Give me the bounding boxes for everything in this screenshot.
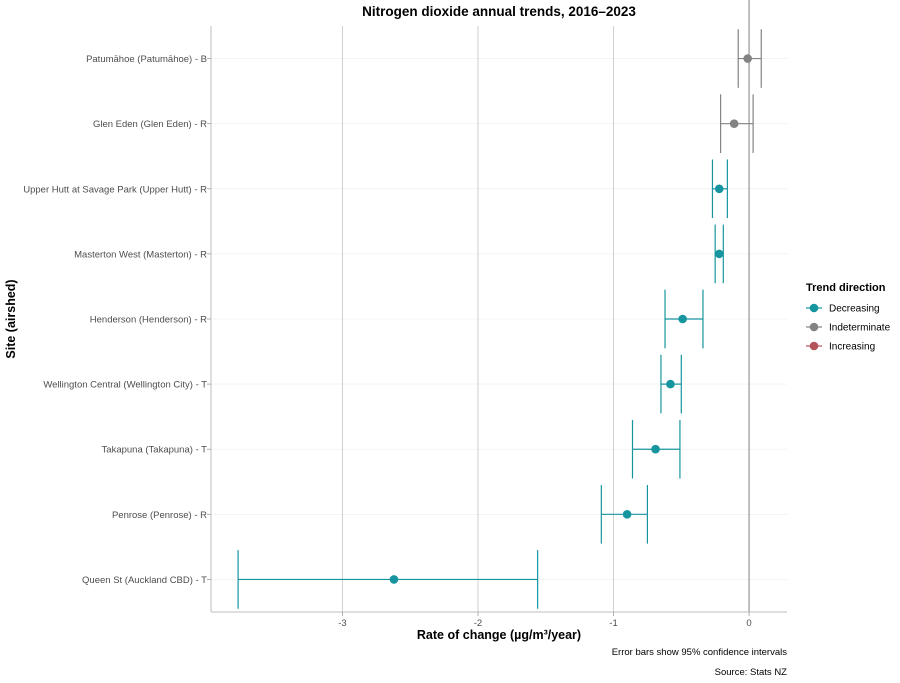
site-mark-henderson-henderson-r (664, 289, 704, 349)
legend-key-point (809, 303, 819, 313)
data-point (714, 184, 724, 194)
y-tick-label: Queen St (Auckland CBD) - T (82, 575, 207, 586)
x-axis-ticks: -3 -2 -1 0 (338, 612, 752, 629)
data-point (389, 575, 399, 584)
x-tick-label: -3 (338, 618, 346, 629)
data-marks (237, 29, 762, 609)
legend: Trend direction Decreasing Indeterminate I… (806, 282, 891, 353)
y-tick-label: Takapuna (Takapuna) - T (102, 445, 208, 456)
site-mark-patum-hoe-patum-hoe-b (737, 29, 762, 88)
caption-source: Source: Stats NZ (715, 667, 788, 678)
y-tick-label: Henderson (Henderson) - R (90, 315, 207, 326)
legend-label: Increasing (829, 342, 875, 353)
legend-key-point (809, 322, 819, 332)
data-point (651, 444, 660, 454)
legend-title: Trend direction (806, 282, 886, 294)
x-tick-label: -2 (474, 618, 482, 629)
x-tick-label: 0 (746, 618, 751, 629)
legend-key-point (809, 341, 819, 351)
site-mark-masterton-west-masterton-r (714, 224, 724, 284)
site-mark-wellington-central-wellington-city-t (660, 354, 682, 414)
legend-item-indeterminate: Indeterminate (806, 323, 891, 334)
legend-items: Decreasing Indeterminate Increasing (806, 304, 891, 353)
data-point (743, 54, 752, 63)
legend-item-decreasing: Decreasing (806, 304, 880, 315)
x-axis-title: Rate of change (µg/m³/year) (417, 628, 581, 642)
legend-label: Indeterminate (829, 323, 891, 334)
data-point (678, 314, 687, 324)
site-mark-upper-hutt-at-savage-park-upper-hutt-r (711, 159, 728, 219)
site-mark-queen-st-auckland-cbd-t (237, 550, 539, 609)
y-axis-ticks: Patumāhoe (Patumāhoe) - B Glen Eden (Glen… (23, 54, 211, 586)
y-tick-label: Upper Hutt at Savage Park (Upper Hutt) -… (23, 184, 207, 195)
y-tick-label: Wellington Central (Wellington City) - T (43, 380, 207, 391)
caption-ci-note: Error bars show 95% confidence intervals (612, 647, 788, 658)
data-point (714, 249, 724, 259)
data-point (729, 119, 739, 128)
site-mark-glen-eden-glen-eden-r (719, 94, 754, 153)
y-tick-label: Glen Eden (Glen Eden) - R (93, 119, 207, 130)
data-point (622, 510, 632, 519)
data-point (666, 379, 675, 389)
y-tick-label: Penrose (Penrose) - R (112, 510, 207, 521)
site-mark-penrose-penrose-r (600, 485, 649, 544)
legend-label: Decreasing (829, 304, 880, 315)
legend-item-increasing: Increasing (806, 342, 875, 353)
plot-panel (210, 0, 787, 613)
y-tick-label: Patumāhoe (Patumāhoe) - B (86, 54, 207, 65)
y-tick-label: Masterton West (Masterton) - R (74, 249, 207, 260)
y-axis-title: Site (airshed) (4, 279, 18, 358)
chart-title: Nitrogen dioxide annual trends, 2016–202… (362, 4, 636, 19)
x-tick-label: -1 (609, 618, 617, 629)
site-mark-takapuna-takapuna-t (631, 419, 681, 479)
